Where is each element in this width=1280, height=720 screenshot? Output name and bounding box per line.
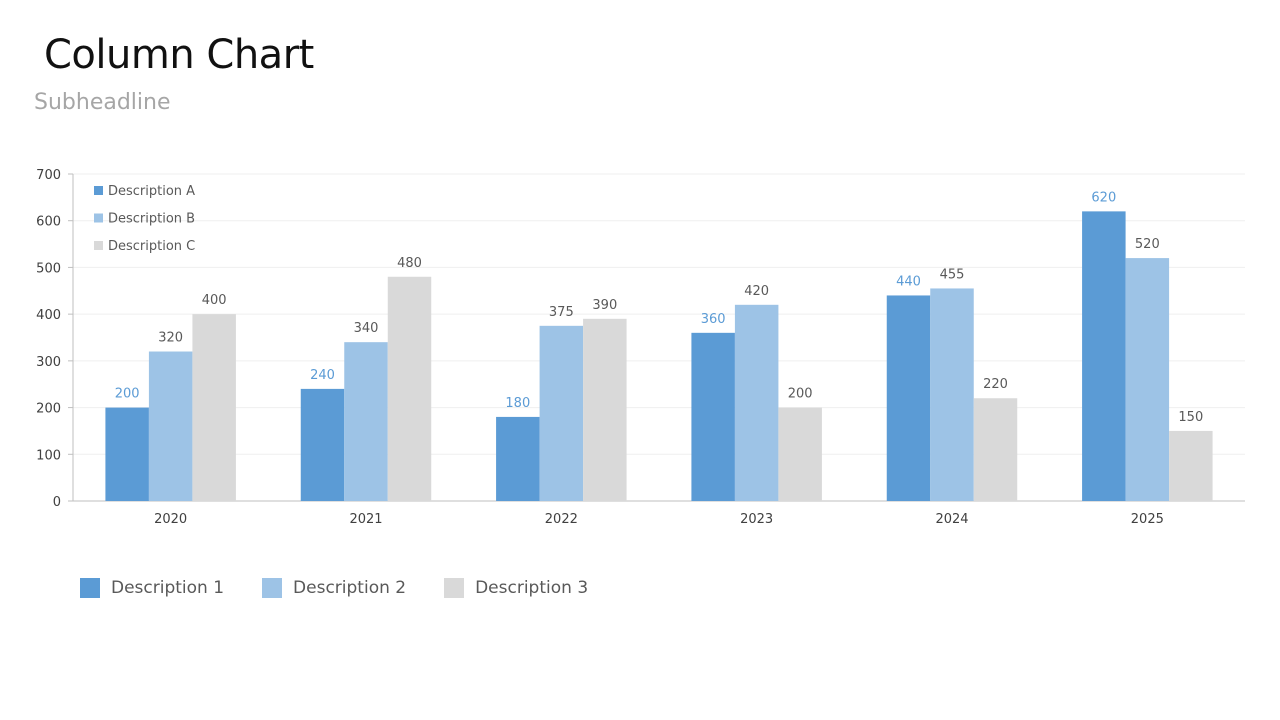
data-label: 520: [1135, 237, 1160, 252]
bar: [496, 416, 540, 501]
y-tick-label: 700: [36, 168, 61, 183]
bottom-legend-swatch-1: [80, 578, 100, 598]
data-label: 480: [397, 256, 422, 271]
bar: [778, 407, 822, 501]
legend-label: Description B: [108, 212, 195, 227]
bottom-legend-label-3: Description 3: [475, 578, 589, 598]
bottom-legend-label-1: Description 1: [111, 578, 225, 598]
legend-swatch: [94, 186, 103, 195]
data-label: 400: [202, 293, 227, 308]
bar: [583, 318, 627, 501]
bottom-legend-label-2: Description 2: [293, 578, 407, 598]
bottom-legend-swatch-2: [262, 578, 283, 598]
y-tick-label: 0: [53, 495, 61, 510]
x-tick-label: 2023: [740, 512, 773, 527]
y-tick-label: 200: [36, 402, 61, 417]
bar: [1169, 430, 1213, 501]
data-label: 150: [1178, 410, 1203, 425]
data-label: 320: [158, 331, 183, 346]
bar: [930, 288, 974, 501]
data-label: 420: [744, 284, 769, 299]
data-label: 455: [940, 267, 965, 282]
bottom-legend-swatch-3: [444, 578, 465, 598]
data-label: 240: [310, 368, 335, 383]
y-tick-label: 300: [36, 355, 61, 370]
y-tick-label: 100: [36, 448, 61, 463]
legend-label: Description A: [108, 184, 195, 199]
data-label: 340: [354, 321, 379, 336]
x-tick-label: 2021: [349, 512, 382, 527]
x-tick-label: 2024: [935, 512, 968, 527]
data-label: 180: [505, 396, 530, 411]
page-title: Column Chart: [44, 32, 314, 78]
data-label: 200: [788, 387, 813, 402]
bar: [734, 304, 779, 501]
bar: [973, 398, 1018, 501]
bar: [192, 314, 236, 501]
bar: [691, 332, 735, 501]
bar: [1125, 258, 1170, 501]
legend-label: Description C: [108, 239, 195, 254]
data-label: 620: [1091, 190, 1116, 205]
bottom-legend-item-2: Description 2: [262, 578, 406, 598]
bar: [300, 388, 345, 501]
bottom-legend: Description 1 Description 2 Description …: [80, 578, 626, 598]
data-label: 200: [115, 387, 140, 402]
page-subtitle: Subheadline: [34, 90, 171, 115]
y-tick-label: 400: [36, 308, 61, 323]
data-label: 360: [701, 312, 726, 327]
x-tick-label: 2025: [1131, 512, 1164, 527]
x-tick-label: 2022: [545, 512, 578, 527]
legend-swatch: [94, 213, 103, 223]
y-tick-label: 500: [36, 261, 61, 276]
y-tick-label: 600: [36, 215, 61, 230]
bottom-legend-item-3: Description 3: [444, 578, 588, 598]
bar: [148, 351, 193, 501]
legend-swatch: [94, 241, 103, 250]
bar: [539, 325, 584, 501]
bar: [344, 342, 388, 501]
x-tick-label: 2020: [154, 512, 187, 527]
bottom-legend-item-1: Description 1: [80, 578, 224, 598]
bar: [886, 295, 931, 501]
data-label: 375: [549, 305, 574, 320]
data-label: 390: [592, 298, 617, 313]
data-label: 220: [983, 377, 1008, 392]
data-label: 440: [896, 274, 921, 289]
bar: [105, 407, 149, 501]
bar: [387, 276, 432, 501]
bar: [1082, 211, 1126, 501]
